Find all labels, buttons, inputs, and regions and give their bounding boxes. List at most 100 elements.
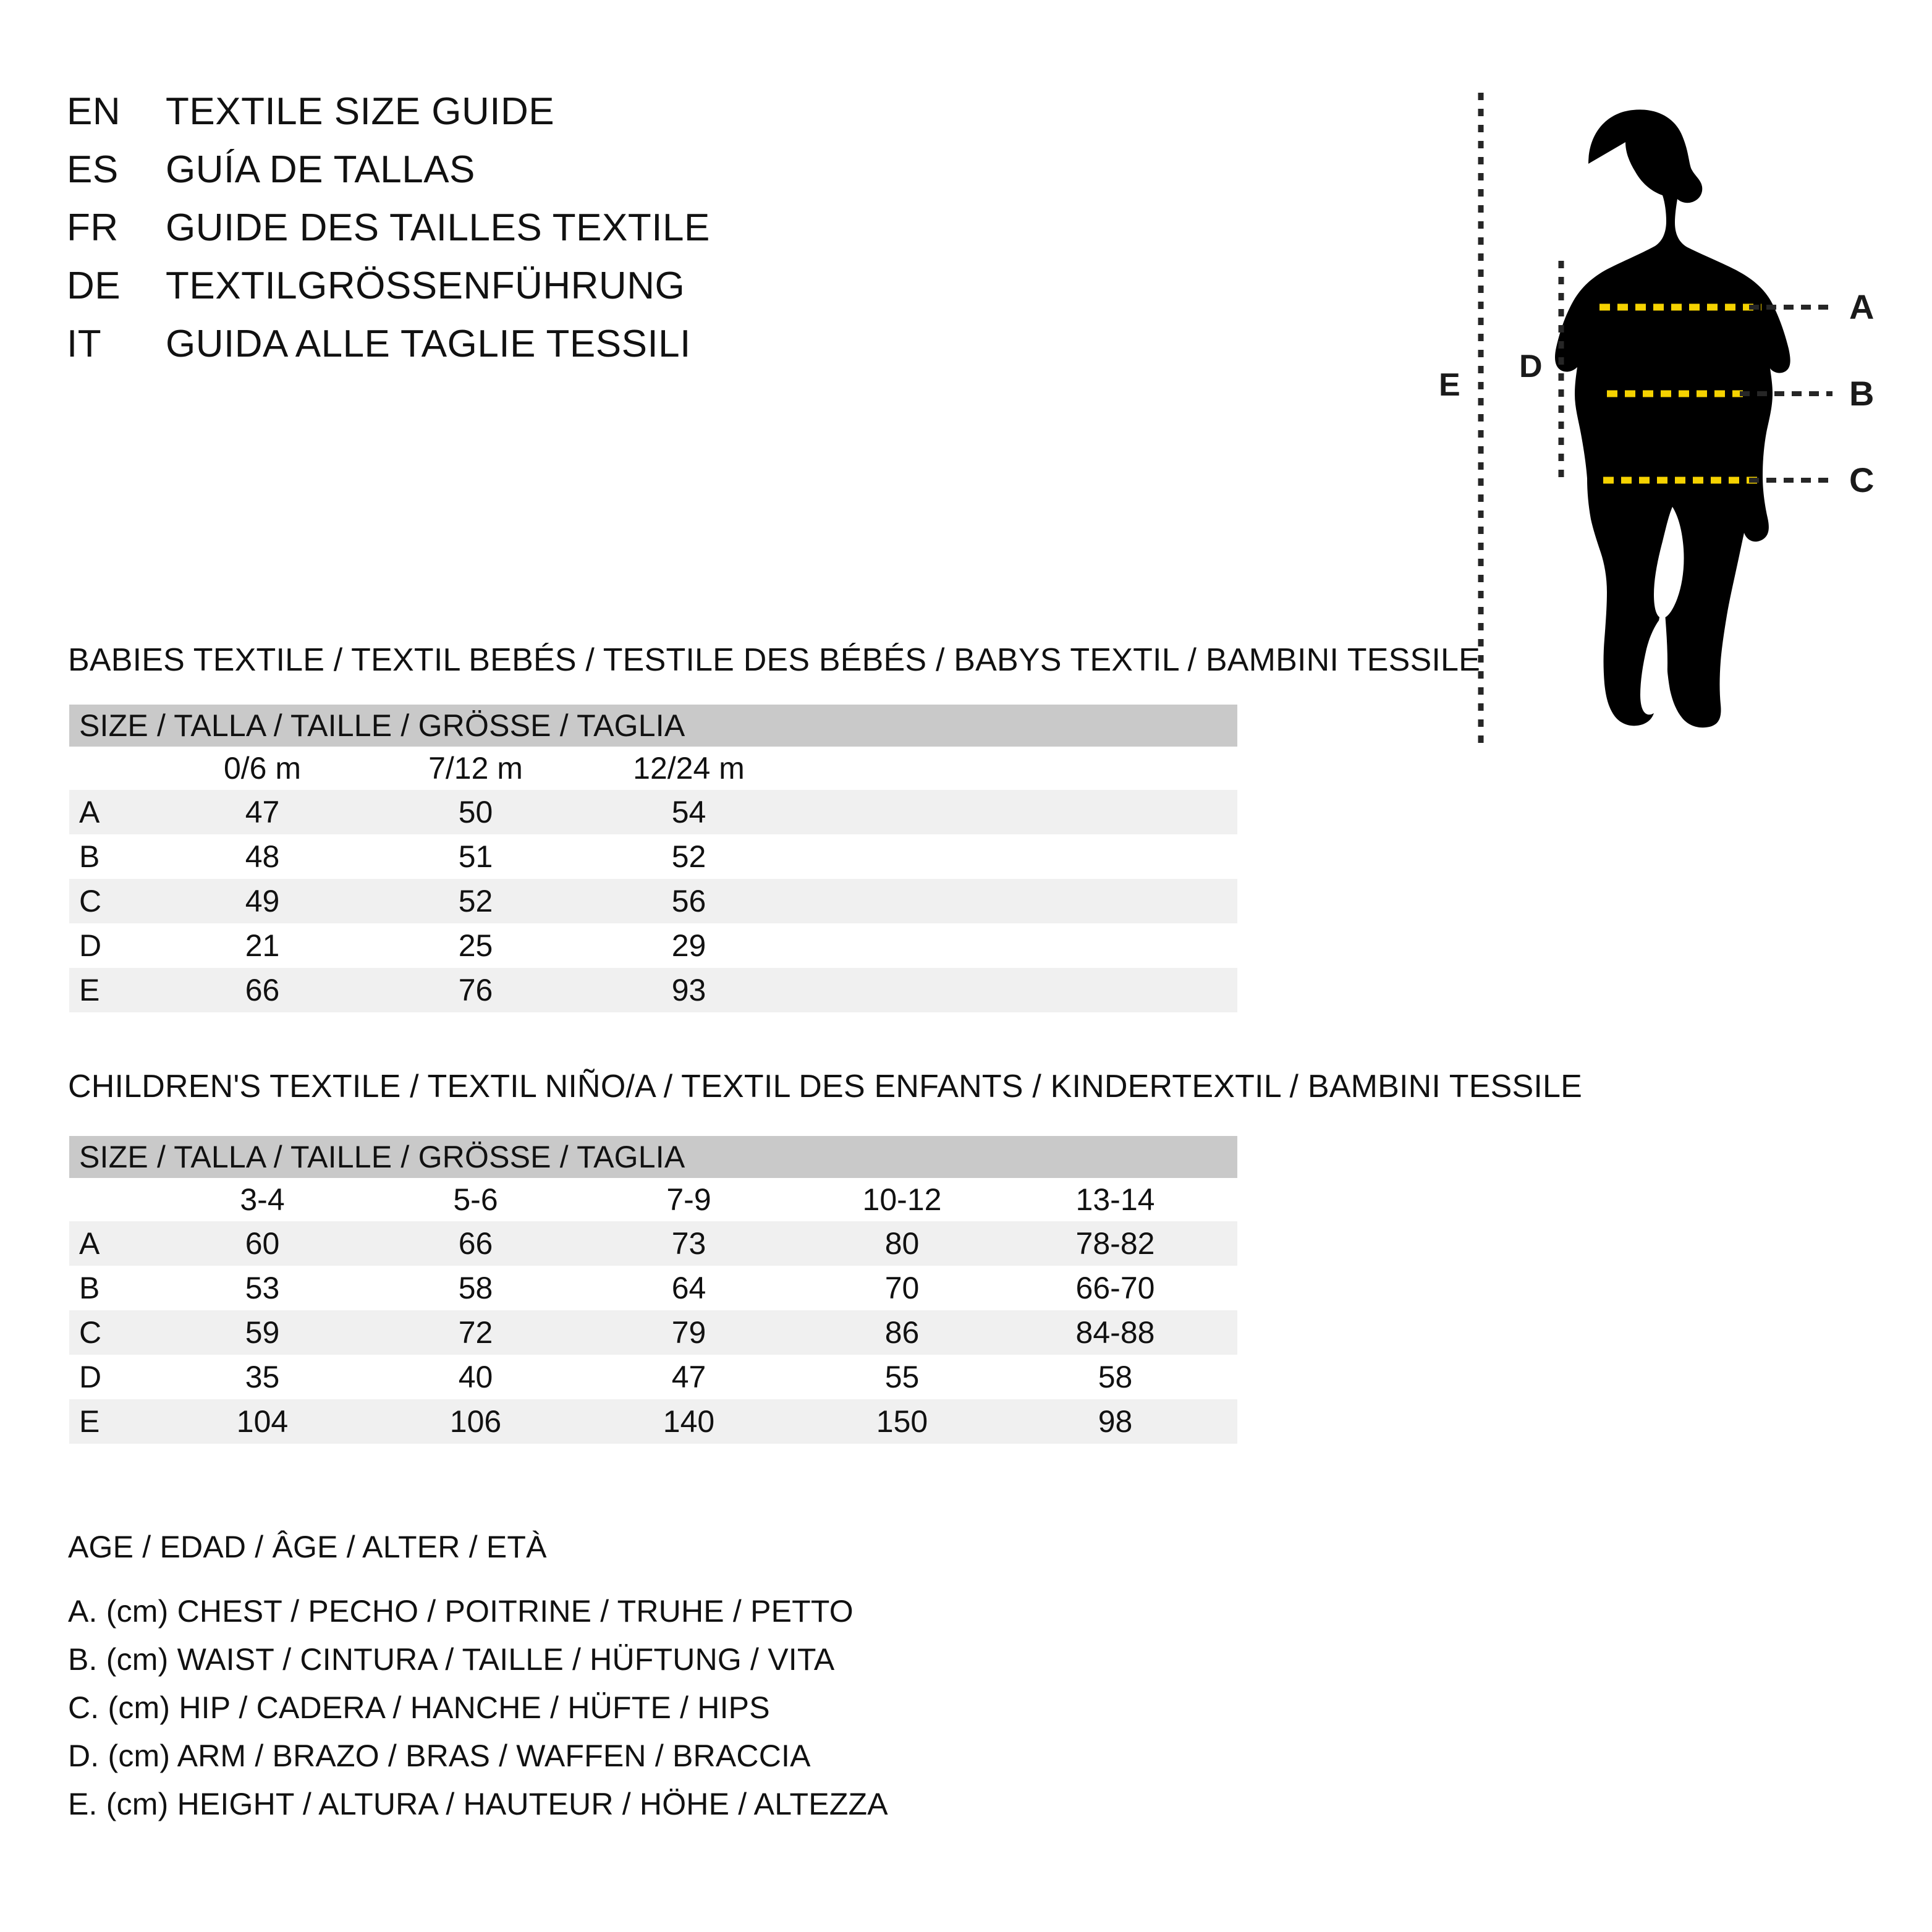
children-column-3: 10-12 — [862, 1182, 942, 1217]
table-row: C 49 52 56 — [69, 879, 1237, 923]
children-cell-c-4: 84-88 — [1075, 1315, 1155, 1350]
table-row: E 66 76 93 — [69, 968, 1237, 1012]
label-c: C — [1849, 460, 1874, 499]
children-cell-e-3: 150 — [876, 1404, 928, 1439]
language-row-fr: FR GUIDE DES TAILLES TEXTILE — [67, 209, 1241, 267]
label-d: D — [1519, 349, 1543, 384]
children-row-label-c: C — [79, 1315, 102, 1350]
children-row-label-a: A — [79, 1226, 100, 1261]
babies-cell-c-0: 49 — [245, 884, 280, 918]
language-title-en: TEXTILE SIZE GUIDE — [166, 90, 555, 133]
language-row-en: EN TEXTILE SIZE GUIDE — [67, 93, 1241, 151]
children-cell-d-1: 40 — [458, 1360, 493, 1394]
babies-cell-d-2: 29 — [671, 928, 706, 963]
table-row: C 59 72 79 86 84-88 — [69, 1310, 1237, 1355]
babies-cell-b-1: 51 — [458, 839, 493, 874]
babies-table-header-label: SIZE / TALLA / TAILLE / GRÖSSE / TAGLIA — [79, 708, 685, 743]
babies-section-title: BABIES TEXTILE / TEXTIL BEBÉS / TESTILE … — [68, 642, 1481, 678]
table-row: E 104 106 140 150 98 — [69, 1399, 1237, 1444]
language-title-it: GUIDA ALLE TAGLIE TESSILI — [166, 323, 691, 365]
babies-cell-d-0: 21 — [245, 928, 280, 963]
children-column-2: 7-9 — [666, 1182, 711, 1217]
children-cell-b-3: 70 — [884, 1271, 920, 1305]
children-cell-e-1: 106 — [449, 1404, 502, 1439]
label-a: A — [1849, 287, 1874, 326]
babies-row-label-a: A — [79, 795, 100, 829]
babies-row-label-b: B — [79, 839, 100, 874]
children-cell-b-2: 64 — [671, 1271, 706, 1305]
children-cell-a-4: 78-82 — [1075, 1226, 1155, 1261]
babies-cell-b-2: 52 — [671, 839, 706, 874]
children-cell-c-2: 79 — [671, 1315, 706, 1350]
table-row: D 35 40 47 55 58 — [69, 1355, 1237, 1399]
language-code-es: ES — [67, 148, 119, 191]
legend-item-c: C. (cm) HIP / CADERA / HANCHE / HÜFTE / … — [68, 1690, 770, 1725]
language-code-en: EN — [67, 90, 121, 133]
legend-item-a: A. (cm) CHEST / PECHO / POITRINE / TRUHE… — [68, 1594, 854, 1629]
babies-cell-e-1: 76 — [458, 973, 493, 1007]
children-size-table: SIZE / TALLA / TAILLE / GRÖSSE / TAGLIA … — [69, 1136, 1237, 1444]
children-column-header-row: 3-4 5-6 7-9 10-12 13-14 — [69, 1178, 1237, 1221]
babies-row-label-e: E — [79, 973, 100, 1007]
children-cell-a-2: 73 — [671, 1226, 706, 1261]
babies-size-table: SIZE / TALLA / TAILLE / GRÖSSE / TAGLIA … — [69, 705, 1237, 1012]
language-row-es: ES GUÍA DE TALLAS — [67, 151, 1241, 209]
child-silhouette-icon — [1555, 109, 1790, 728]
children-cell-b-1: 58 — [458, 1271, 493, 1305]
babies-cell-a-0: 47 — [245, 795, 280, 829]
language-title-es: GUÍA DE TALLAS — [166, 148, 475, 191]
children-cell-e-4: 98 — [1098, 1404, 1133, 1439]
label-e: E — [1439, 367, 1460, 403]
babies-cell-c-2: 56 — [671, 884, 706, 918]
children-cell-d-4: 58 — [1098, 1360, 1133, 1394]
children-cell-a-3: 80 — [884, 1226, 920, 1261]
babies-row-label-c: C — [79, 884, 102, 918]
table-row: B 53 58 64 70 66-70 — [69, 1266, 1237, 1310]
children-cell-c-0: 59 — [245, 1315, 280, 1350]
table-row: A 60 66 73 80 78-82 — [69, 1221, 1237, 1266]
language-title-de: TEXTILGRÖSSENFÜHRUNG — [166, 265, 685, 307]
babies-cell-e-0: 66 — [245, 973, 280, 1007]
language-row-de: DE TEXTILGRÖSSENFÜHRUNG — [67, 267, 1241, 325]
language-code-fr: FR — [67, 206, 119, 249]
babies-cell-b-0: 48 — [245, 839, 280, 874]
babies-table-header: SIZE / TALLA / TAILLE / GRÖSSE / TAGLIA — [69, 705, 1237, 747]
language-title-fr: GUIDE DES TAILLES TEXTILE — [166, 206, 710, 249]
language-row-it: IT GUIDA ALLE TAGLIE TESSILI — [67, 325, 1241, 383]
children-section-title: CHILDREN'S TEXTILE / TEXTIL NIÑO/A / TEX… — [68, 1069, 1583, 1104]
babies-column-1: 7/12 m — [428, 751, 523, 786]
table-row: D 21 25 29 — [69, 923, 1237, 968]
babies-cell-a-2: 54 — [671, 795, 706, 829]
legend-item-d: D. (cm) ARM / BRAZO / BRAS / WAFFEN / BR… — [68, 1739, 811, 1773]
children-table-header: SIZE / TALLA / TAILLE / GRÖSSE / TAGLIA — [69, 1136, 1237, 1178]
children-column-0: 3-4 — [240, 1182, 285, 1217]
language-header-list: EN TEXTILE SIZE GUIDE ES GUÍA DE TALLAS … — [67, 93, 1241, 383]
children-cell-a-1: 66 — [458, 1226, 493, 1261]
legend-heading: AGE / EDAD / ÂGE / ALTER / ETÀ — [68, 1530, 547, 1564]
children-cell-c-3: 86 — [884, 1315, 920, 1350]
label-b: B — [1849, 374, 1874, 413]
children-cell-b-4: 66-70 — [1075, 1271, 1155, 1305]
babies-column-2: 12/24 m — [633, 751, 745, 786]
babies-column-0: 0/6 m — [223, 751, 302, 786]
children-column-1: 5-6 — [453, 1182, 498, 1217]
children-cell-d-0: 35 — [245, 1360, 280, 1394]
babies-cell-a-1: 50 — [458, 795, 493, 829]
babies-cell-c-1: 52 — [458, 884, 493, 918]
children-cell-b-0: 53 — [245, 1271, 280, 1305]
measurement-figure-diagram: A B C D E — [1403, 74, 1932, 766]
language-code-it: IT — [67, 323, 102, 365]
children-cell-c-1: 72 — [458, 1315, 493, 1350]
children-cell-d-3: 55 — [884, 1360, 920, 1394]
children-column-4: 13-14 — [1075, 1182, 1155, 1217]
babies-column-header-row: 0/6 m 7/12 m 12/24 m — [69, 747, 1237, 790]
legend-item-b: B. (cm) WAIST / CINTURA / TAILLE / HÜFTU… — [68, 1642, 835, 1677]
children-cell-e-2: 140 — [663, 1404, 715, 1439]
babies-cell-d-1: 25 — [458, 928, 493, 963]
babies-row-label-d: D — [79, 928, 102, 963]
children-row-label-d: D — [79, 1360, 102, 1394]
table-row: A 47 50 54 — [69, 790, 1237, 834]
language-code-de: DE — [67, 265, 121, 307]
children-cell-d-2: 47 — [671, 1360, 706, 1394]
children-table-header-label: SIZE / TALLA / TAILLE / GRÖSSE / TAGLIA — [79, 1140, 685, 1174]
